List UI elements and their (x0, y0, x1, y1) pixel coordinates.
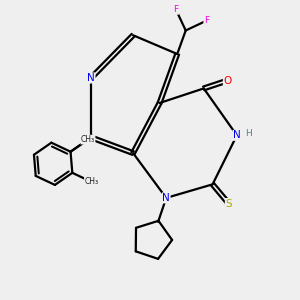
Text: O: O (224, 76, 232, 85)
Text: CH₃: CH₃ (84, 177, 99, 186)
Text: N: N (162, 193, 170, 203)
Text: N: N (233, 130, 241, 140)
Text: S: S (225, 199, 232, 208)
Text: H: H (245, 129, 251, 138)
Text: CH₃: CH₃ (81, 135, 95, 144)
Text: F: F (173, 5, 178, 14)
Text: N: N (87, 73, 95, 83)
Text: F: F (204, 16, 209, 25)
